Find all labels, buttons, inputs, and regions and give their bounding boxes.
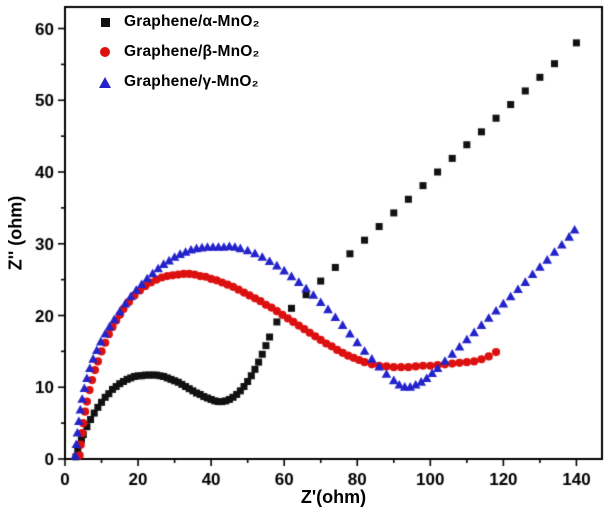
y-axis-label: Z'' (ohm) bbox=[5, 195, 26, 271]
triangle-marker-icon bbox=[99, 76, 111, 88]
legend-label: Graphene/γ-MnO₂ bbox=[124, 73, 259, 90]
square-marker-icon bbox=[100, 17, 110, 27]
circle-marker-icon bbox=[100, 47, 110, 57]
legend-label: Graphene/α-MnO₂ bbox=[124, 13, 260, 30]
legend-item-graphene-beta-mno2: Graphene/β-MnO₂ bbox=[98, 37, 260, 67]
x-axis-label: Z'(ohm) bbox=[300, 487, 367, 507]
legend-label: Graphene/β-MnO₂ bbox=[124, 43, 260, 60]
legend-item-graphene-gamma-mno2: Graphene/γ-MnO₂ bbox=[98, 67, 260, 97]
legend: Graphene/α-MnO₂ Graphene/β-MnO₂ Graphene… bbox=[98, 7, 260, 97]
legend-item-graphene-alpha-mno2: Graphene/α-MnO₂ bbox=[98, 7, 260, 37]
